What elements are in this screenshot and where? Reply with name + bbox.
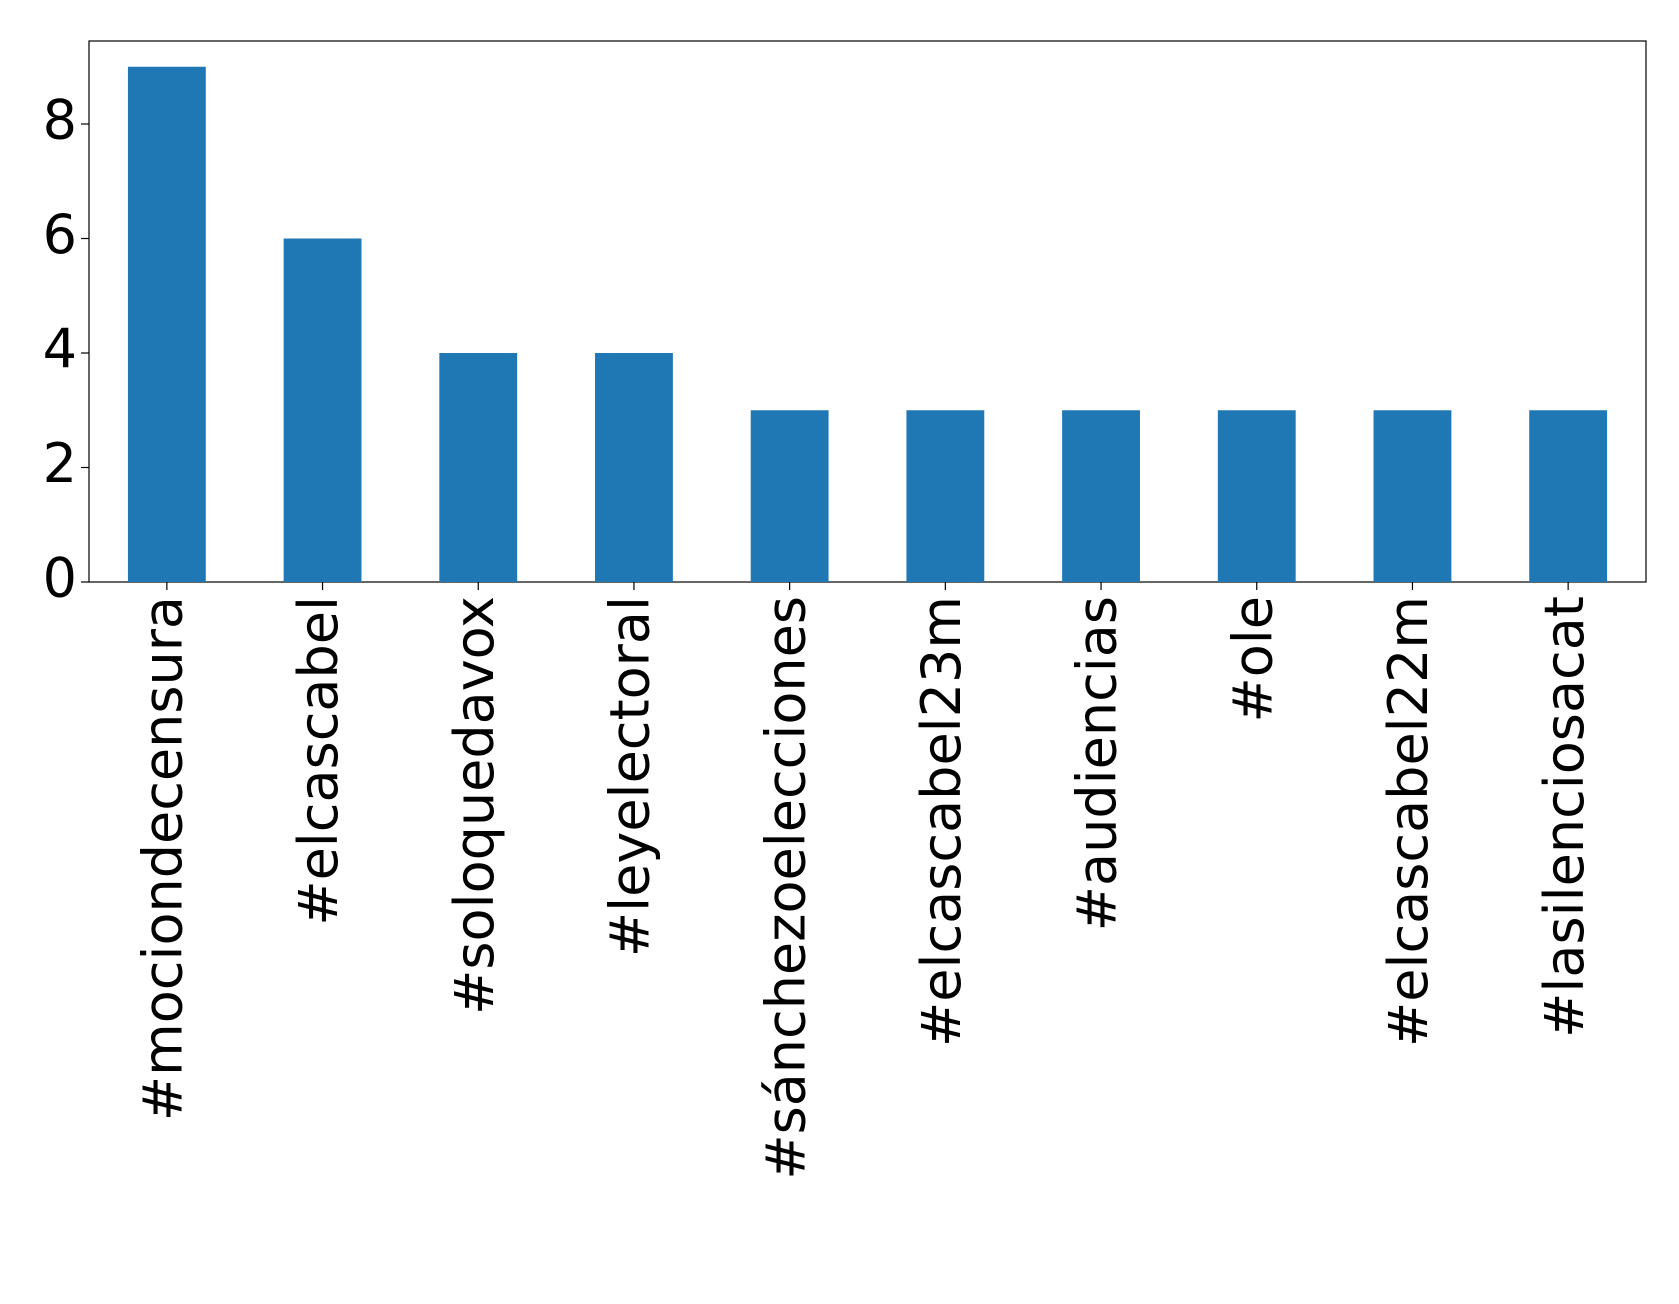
bar bbox=[1529, 410, 1608, 582]
x-tick-label: #ole bbox=[1221, 596, 1284, 723]
x-tick-label: #leyelectoral bbox=[599, 596, 662, 957]
bar bbox=[283, 238, 362, 582]
bar bbox=[1062, 410, 1140, 582]
x-tick-label: #elcascabel22m bbox=[1377, 596, 1440, 1047]
y-tick-label: 2 bbox=[43, 432, 77, 495]
x-tick-label: #lasilenciosacat bbox=[1533, 596, 1596, 1038]
x-tick-label: #soloquedavox bbox=[443, 596, 506, 1015]
bar bbox=[127, 66, 206, 582]
y-tick-label: 8 bbox=[43, 89, 77, 152]
bar bbox=[906, 410, 985, 582]
x-tick-label: #mociondecensura bbox=[131, 596, 194, 1121]
x-tick-label: #elcascabel23m bbox=[910, 596, 973, 1047]
bar bbox=[595, 353, 673, 582]
y-tick-label: 0 bbox=[43, 547, 77, 610]
axes-frame bbox=[88, 40, 1647, 583]
bar bbox=[439, 353, 518, 582]
bar bbox=[1373, 410, 1452, 582]
y-tick-label: 6 bbox=[43, 203, 77, 266]
x-tick-label: #elcascabel bbox=[287, 596, 350, 926]
x-tick-label: #audiencias bbox=[1066, 596, 1129, 931]
bar bbox=[1217, 410, 1296, 582]
bar bbox=[750, 410, 829, 582]
y-tick-label: 4 bbox=[43, 318, 77, 381]
x-tick-label: #sánchezoelecciones bbox=[754, 596, 817, 1180]
